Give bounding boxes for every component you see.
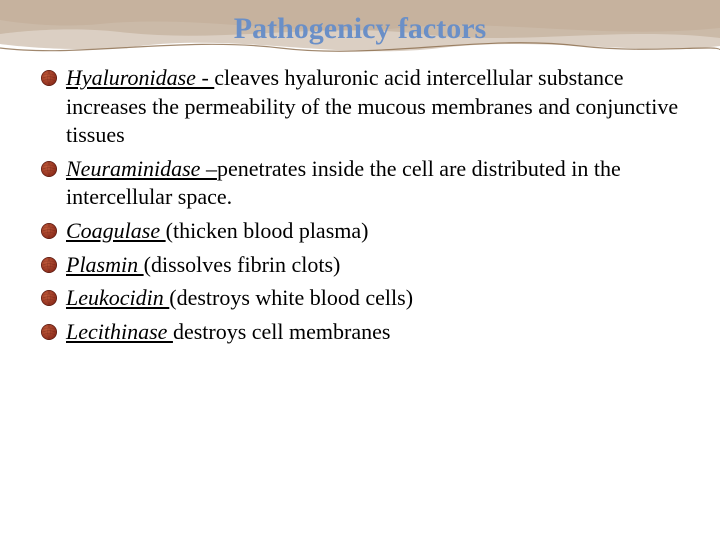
term: Hyaluronidase - [66,65,214,90]
term: Lecithinase [66,319,173,344]
list-item-text: Leukocidin (destroys white blood cells) [66,284,680,313]
list-item-text: Hyaluronidase - cleaves hyaluronic acid … [66,64,680,150]
term: Plasmin [66,252,144,277]
list-item: Coagulase (thicken blood plasma) [40,217,680,246]
slide-content: Hyaluronidase - cleaves hyaluronic acid … [0,46,720,346]
bullet-icon [40,289,58,307]
bullet-icon [40,256,58,274]
term: Leukocidin [66,285,169,310]
list-item: Plasmin (dissolves fibrin clots) [40,251,680,280]
slide-title: Pathogenicy factors [0,0,720,46]
definition: destroys cell membranes [173,319,391,344]
list-item: Leukocidin (destroys white blood cells) [40,284,680,313]
list-item: Lecithinase destroys cell membranes [40,318,680,347]
term: Coagulase [66,218,166,243]
bullet-icon [40,222,58,240]
term: Neuraminidase – [66,156,217,181]
bullet-icon [40,160,58,178]
list-item: Neuraminidase –penetrates inside the cel… [40,155,680,212]
definition: (thicken blood plasma) [166,218,369,243]
list-item-text: Coagulase (thicken blood plasma) [66,217,680,246]
bullet-icon [40,323,58,341]
definition: (dissolves fibrin clots) [144,252,341,277]
definition: (destroys white blood cells) [169,285,413,310]
list-item-text: Plasmin (dissolves fibrin clots) [66,251,680,280]
bullet-icon [40,69,58,87]
list-item: Hyaluronidase - cleaves hyaluronic acid … [40,64,680,150]
list-item-text: Lecithinase destroys cell membranes [66,318,680,347]
list-item-text: Neuraminidase –penetrates inside the cel… [66,155,680,212]
